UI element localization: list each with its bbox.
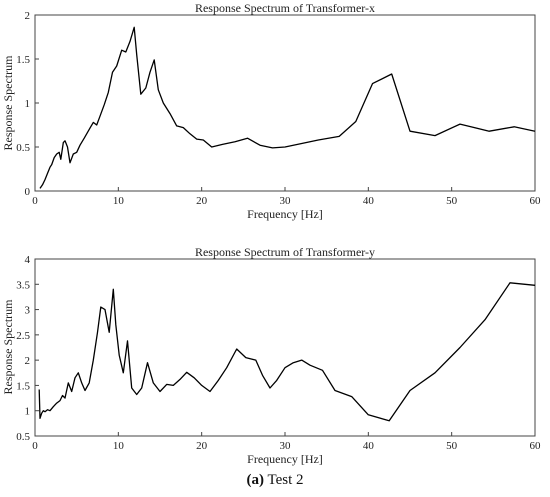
x-tick-label: 0: [32, 440, 38, 452]
x-tick-label: 50: [446, 440, 458, 452]
caption-label: (a): [246, 472, 264, 488]
plot-area-frame: [34, 14, 536, 192]
y-tick-label: 2: [25, 10, 31, 22]
y-tick-label: 1.5: [16, 380, 30, 392]
x-axis-label: Frequency [Hz]: [247, 207, 323, 221]
chart-title: Response Spectrum of Transformer-x: [195, 1, 375, 15]
y-axis-label: Response Spectrum: [1, 55, 15, 151]
x-tick-label: 60: [530, 195, 542, 207]
data-marks: [39, 26, 536, 189]
y-tick-label: 2.5: [16, 330, 30, 342]
chart-panel-transformer-x: Response Spectrum of Transformer-x Frequ…: [1, 1, 541, 221]
y-tick-label: 2: [25, 355, 31, 367]
y-tick-label: 1: [25, 406, 31, 418]
axis-ticks: 0 10 20 30 40 50 60 0 0.5 1 1.5 2: [16, 10, 541, 207]
x-tick-label: 30: [280, 440, 292, 452]
y-tick-label: 0: [25, 186, 31, 198]
y-tick-label: 3.5: [16, 279, 30, 291]
x-tick-label: 20: [196, 195, 208, 207]
y-tick-label: 0.5: [16, 142, 30, 154]
x-tick-label: 40: [363, 440, 375, 452]
caption-text: Test 2: [263, 472, 304, 488]
y-tick-label: 1.5: [16, 54, 30, 66]
x-tick-label: 10: [113, 440, 125, 452]
x-tick-label: 10: [113, 195, 125, 207]
series-line: [39, 26, 536, 189]
x-axis-label: Frequency [Hz]: [247, 452, 323, 466]
data-marks: [38, 282, 536, 422]
y-tick-label: 1: [25, 98, 31, 110]
x-tick-label: 20: [196, 440, 208, 452]
x-tick-label: 0: [32, 195, 38, 207]
figure-caption: (a) Test 2: [0, 472, 550, 489]
y-axis-label: Response Spectrum: [1, 299, 15, 395]
x-tick-label: 50: [446, 195, 458, 207]
y-tick-label: 4: [25, 254, 31, 266]
y-tick-label: 0.5: [16, 431, 30, 443]
x-tick-label: 40: [363, 195, 375, 207]
series-line: [38, 282, 536, 422]
axis-ticks: 0 10 20 30 40 50 60 0.5 1 1.5 2 2.5 3 3.5 4: [16, 254, 541, 452]
chart-panel-transformer-y: Response Spectrum of Transformer-y Frequ…: [1, 245, 541, 466]
chart-title: Response Spectrum of Transformer-y: [195, 245, 375, 259]
x-tick-label: 60: [530, 440, 542, 452]
y-tick-label: 3: [25, 305, 31, 317]
x-tick-label: 30: [280, 195, 292, 207]
